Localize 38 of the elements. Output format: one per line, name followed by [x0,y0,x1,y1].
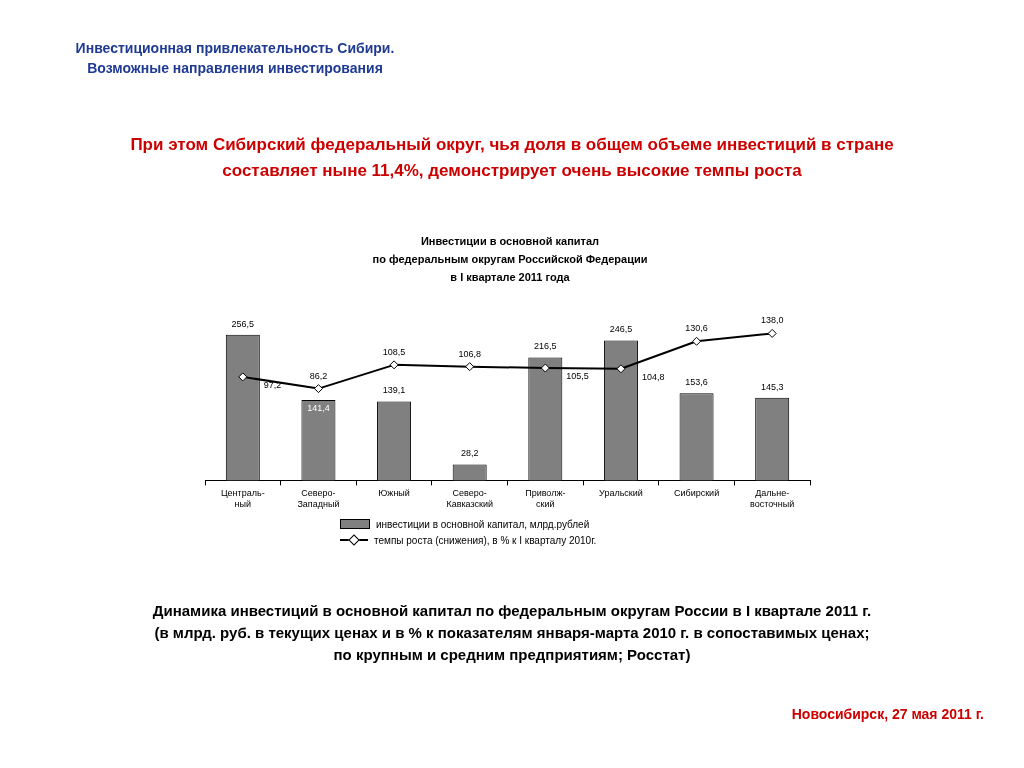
x-tick-label: Уральский [599,488,643,499]
text: Инвестиционная привлекательность Сибири. Возможные направления инвестирования [74,39,396,78]
text: Новосибирск, 27 мая 2011 г. [791,706,984,722]
point [692,336,702,346]
data-label: 108,5 [382,346,406,357]
data-label: 28,2 [460,448,479,459]
x-tick-label: Северо- Кавказский [446,488,493,510]
data-label: 141,4 [307,403,330,414]
point [465,362,475,372]
data-label: 153,6 [685,377,708,388]
data-label: 130,6 [685,323,708,334]
point [540,363,550,373]
chart-title: Инвестиции в основной капитал по федеральным округам Российской Федерации в I квартале 2011 года [371,234,649,285]
x-tick-label: Дальне- восточный [750,488,795,510]
data-label: 246,5 [609,324,633,335]
text: При этом Сибирский федеральный округ, чья доля в общем объеме инвестиций в стране составляет ныне 11,4%, демонстрирует очень высокие темпы роста [129,134,895,182]
data-label: 105,5 [566,371,589,382]
data-label: 106,8 [458,348,481,359]
text: Динамика инвестиций в основной капитал по федеральным округам России в I квартале 2011 г. (в млрд. руб. в текущих ценах и в % к показателям января-марта 2010 г. в сопоставимых ценах; по крупным и средним предприятиям; Росстат) [151,601,873,665]
x-tick-label: Централь- ный [220,488,265,510]
point [238,372,248,382]
x-tick-label: Приволж- ский [525,488,566,510]
x-tick-label: Северо- Западный [297,488,340,510]
point [389,360,399,370]
data-label: 145,3 [760,381,784,392]
data-label: 138,0 [760,315,784,326]
legend-label: темпы роста (снижения), в % к I кварталу 2010г. [374,534,597,546]
legend-label: инвестиции в основной капитал, млрд.рублей [376,518,590,530]
point [616,364,626,374]
data-label: 86,2 [309,370,328,381]
x-tick-label: Южный [378,488,410,499]
data-label: 216,5 [534,341,557,352]
point [767,328,777,338]
x-tick-label: Сибирский [673,488,720,499]
data-label: 256,5 [231,318,255,329]
data-label: 139,1 [382,385,406,396]
point [313,384,323,394]
data-label: 104,8 [641,371,665,382]
